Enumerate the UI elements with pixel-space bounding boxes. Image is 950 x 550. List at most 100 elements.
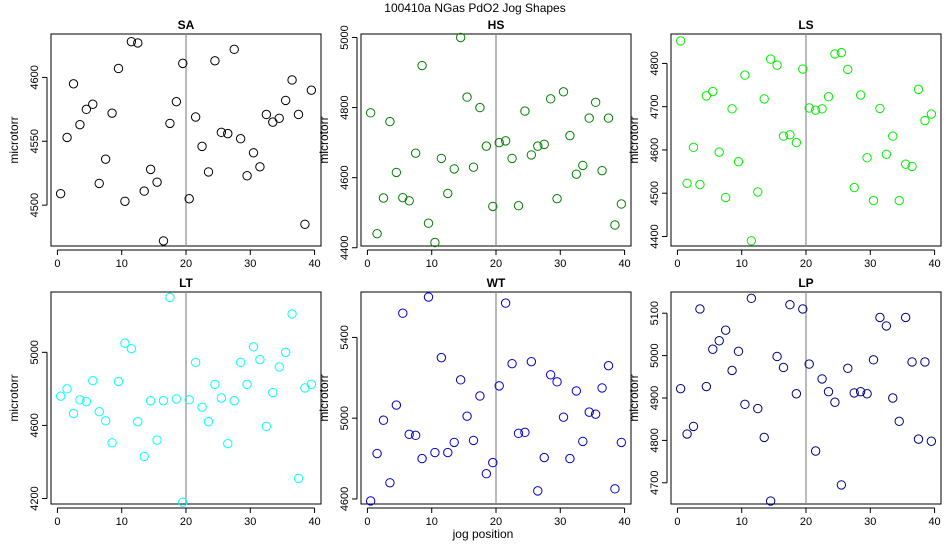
point-wt-29 (545, 370, 556, 380)
point-lt-12 (126, 343, 137, 354)
x-tick-label-lt-10: 10 (116, 516, 128, 528)
panel-title-hs: HS (488, 18, 505, 32)
point-lp-3 (688, 421, 699, 432)
point-hs-15 (455, 32, 466, 43)
point-lt-16 (152, 435, 162, 445)
y-tick-label-sa-4500: 4500 (29, 193, 41, 217)
point-hs-39 (610, 220, 620, 230)
y-tick-label-ls-4400: 4400 (649, 224, 661, 248)
point-sa-29 (235, 134, 246, 144)
point-sa-24 (203, 167, 214, 177)
x-tick-label-ls-40: 40 (928, 258, 940, 270)
point-sa-22 (190, 112, 201, 122)
point-sa-33 (261, 109, 272, 120)
point-sa-4 (75, 119, 85, 130)
point-wt-36 (590, 409, 601, 419)
point-wt-17 (468, 435, 479, 446)
point-hs-3 (378, 193, 389, 203)
figure-x-axis-label: jog position (452, 527, 514, 541)
x-tick-label-ls-20: 20 (800, 258, 812, 270)
point-sa-18 (165, 118, 175, 129)
point-sa-26 (216, 127, 227, 138)
point-sa-19 (171, 96, 182, 107)
panel-title-lp: LP (798, 276, 813, 290)
point-lp-1 (675, 383, 686, 394)
point-wt-10 (423, 292, 434, 302)
point-lt-40 (306, 379, 317, 389)
point-ls-35 (894, 195, 904, 206)
point-ls-13 (753, 187, 763, 197)
point-ls-6 (708, 86, 718, 97)
panel-wt: WT microtorr 0 10 20 30 40 4600 5000 5400 (317, 276, 632, 528)
point-ls-36 (900, 159, 911, 169)
point-sa-31 (248, 148, 259, 158)
point-hs-21 (494, 137, 504, 148)
panel-title-sa: SA (178, 18, 195, 32)
point-ls-19 (791, 137, 802, 148)
point-ls-9 (727, 104, 737, 114)
point-hs-29 (545, 94, 556, 104)
point-ls-3 (688, 142, 699, 153)
point-lt-24 (203, 417, 214, 427)
point-hs-26 (526, 150, 537, 160)
point-lp-14 (759, 432, 769, 443)
point-lp-17 (778, 362, 789, 373)
point-wt-22 (500, 298, 511, 308)
point-wt-31 (558, 412, 569, 422)
point-ls-37 (907, 161, 917, 172)
point-wt-11 (430, 447, 440, 458)
point-hs-22 (500, 136, 511, 146)
point-lp-35 (894, 416, 904, 427)
point-sa-3 (68, 79, 79, 89)
point-ls-38 (913, 84, 924, 95)
point-wt-25 (520, 427, 530, 438)
point-hs-38 (603, 113, 614, 123)
point-wt-32 (565, 453, 575, 464)
point-sa-8 (100, 154, 111, 164)
point-hs-30 (552, 193, 562, 204)
y-axis-label-sa: microtorr (7, 116, 21, 163)
point-sa-16 (152, 177, 162, 187)
point-lp-28 (849, 388, 859, 398)
point-hs-34 (578, 160, 588, 171)
panel-hs: HS microtorr 0 10 20 30 40 4400 4600 4800 5000 (317, 18, 632, 270)
point-lt-15 (145, 396, 156, 406)
point-hs-1 (365, 108, 376, 118)
point-ls-5 (701, 91, 712, 101)
y-tick-label-lt-4600: 4600 (29, 413, 41, 437)
point-lp-40 (926, 436, 937, 446)
y-tick-label-ls-4800: 4800 (649, 51, 661, 75)
point-wt-28 (539, 452, 549, 463)
point-sa-12 (126, 36, 137, 47)
point-lt-27 (223, 438, 233, 449)
point-ls-7 (714, 147, 724, 157)
point-hs-19 (481, 141, 492, 151)
y-tick-label-wt-5400: 5400 (339, 325, 351, 349)
point-lt-7 (94, 407, 104, 417)
x-tick-label-lp-20: 20 (800, 516, 812, 528)
point-lt-6 (88, 375, 98, 386)
point-lt-2 (62, 384, 72, 394)
point-hs-32 (565, 130, 575, 141)
point-lp-18 (785, 300, 795, 310)
x-tick-label-lp-30: 30 (864, 516, 876, 528)
x-tick-label-sa-10: 10 (116, 258, 128, 270)
point-wt-20 (488, 457, 498, 468)
point-lt-11 (120, 338, 130, 348)
point-lt-36 (280, 347, 291, 358)
point-sa-25 (210, 56, 220, 66)
y-axis-label-lp: microtorr (627, 374, 641, 421)
y-tick-label-lp-4700: 4700 (649, 471, 661, 495)
point-hs-7 (404, 196, 414, 206)
point-lp-27 (843, 363, 853, 374)
point-hs-36 (590, 97, 601, 108)
point-lp-30 (862, 389, 872, 399)
y-tick-label-wt-5000: 5000 (339, 406, 351, 430)
point-sa-37 (287, 75, 297, 85)
point-lt-29 (235, 357, 246, 368)
point-lp-29 (855, 386, 866, 397)
panel-grid: SA microtorr 0 10 20 30 40 4500 4550 4600 HS microt… (7, 18, 942, 528)
point-sa-32 (255, 162, 265, 172)
point-lp-33 (881, 321, 892, 331)
